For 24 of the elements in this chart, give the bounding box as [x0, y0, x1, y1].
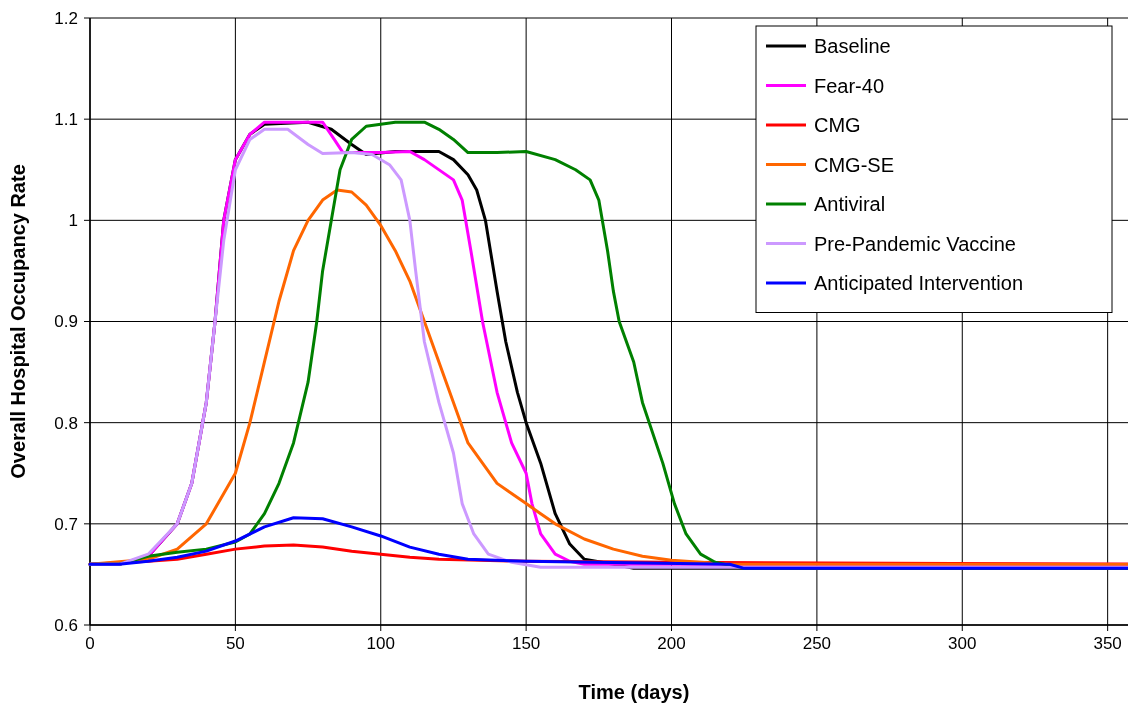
x-tick-label: 100 [366, 634, 395, 653]
y-tick-label: 0.9 [54, 312, 78, 332]
x-tick-label: 150 [511, 634, 541, 653]
y-tick-label: 1.1 [54, 110, 78, 130]
legend-label: Baseline [814, 35, 891, 57]
legend-label: Antiviral [814, 193, 886, 215]
legend-label: CMG [814, 114, 861, 136]
x-tick-label: 250 [802, 634, 832, 653]
legend-label: Pre-Pandemic Vaccine [814, 232, 1016, 255]
legend-label: Fear-40 [814, 74, 885, 97]
y-tick-label: 0.6 [54, 615, 78, 635]
y-axis-title: Overall Hospital Occupancy Rate [7, 164, 29, 479]
legend-label: Anticipated Intervention [814, 272, 1024, 294]
y-tick-label: 1 [68, 211, 78, 231]
x-tick-label: 350 [1093, 634, 1122, 653]
legend-label: CMG-SE [814, 153, 894, 176]
x-tick-label: 200 [657, 634, 686, 653]
x-tick-label: 50 [225, 634, 245, 653]
x-tick-label: 300 [948, 634, 977, 653]
x-tick-label: 0 [85, 634, 95, 653]
y-tick-label: 0.8 [54, 413, 78, 433]
x-axis-title: Time (days) [578, 681, 690, 703]
y-tick-label: 0.7 [54, 514, 78, 534]
y-tick-label: 1.2 [54, 8, 78, 28]
